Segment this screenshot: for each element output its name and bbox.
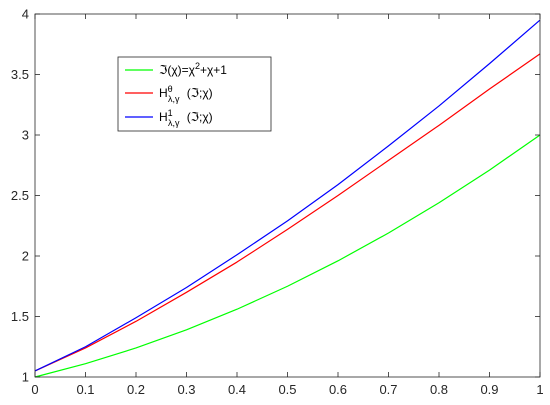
y-tick-label: 1.5 [11,309,29,324]
legend-label-3: H1 (ℑ;χ) [159,108,213,124]
legend: ℑ(χ)=χ2+χ+1Hθ (ℑ;χ)λ,γH1 (ℑ;χ)λ,γ [117,56,272,132]
x-tick-label: 0.1 [76,382,94,397]
x-tick-label: 0.4 [228,382,246,397]
y-tick-label: 2 [22,249,29,264]
plot-area [35,14,540,377]
legend-subscript-2: λ,γ [168,94,180,104]
y-tick-label: 3.5 [11,67,29,82]
series-line-3 [34,19,541,372]
legend-subscript-3: λ,γ [168,118,180,128]
y-tick-label: 4 [22,7,29,22]
x-tick-label: 0.8 [430,382,448,397]
legend-label-2: Hθ (ℑ;χ) [159,84,213,100]
legend-label-1: ℑ(χ)=χ2+χ+1 [159,61,227,77]
x-tick-label: 0.7 [379,382,397,397]
x-tick-label: 0.3 [177,382,195,397]
series-line-2 [34,53,541,372]
x-tick-label: 0.5 [278,382,296,397]
series-line-1 [34,134,541,378]
y-tick-label: 1 [22,370,29,385]
x-tick-label: 0.9 [480,382,498,397]
legend-box [117,56,272,132]
x-tick-label: 0.2 [127,382,145,397]
y-tick-label: 3 [22,128,29,143]
x-tick-label: 0.6 [329,382,347,397]
y-tick-label: 2.5 [11,188,29,203]
plot-background [35,14,540,377]
x-tick-label: 1 [536,382,543,397]
x-tick-label: 0 [31,382,38,397]
series-layer [34,19,541,378]
axes-layer: 0 0.1 0.2 0.3 0.4 0.5 0.6 0.7 0.8 0.9 1 1 1.5 2 2.5 3 3.… [11,7,544,398]
